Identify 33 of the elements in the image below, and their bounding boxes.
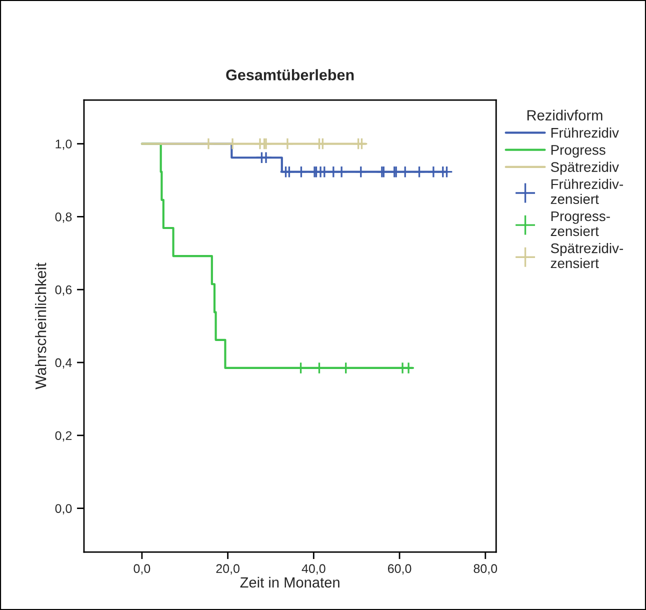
legend-label: Frührezidiv- zensiert (550, 178, 623, 204)
point (354, 166, 368, 178)
y-tick-label: 0,6 (55, 285, 72, 296)
y-axis-title: Wahrscheinlichkeit (35, 262, 46, 390)
y-tick-label: 0,2 (55, 431, 72, 442)
point (281, 138, 294, 150)
chart-title: Gesamtüberleben (226, 69, 354, 80)
point (440, 166, 453, 178)
point (202, 138, 215, 150)
point (413, 166, 426, 178)
y-tick-label: 0,8 (55, 212, 72, 223)
y-tick-label: 1,0 (56, 140, 72, 150)
x-tick-label: 80,0 (474, 564, 498, 575)
legend-title: Rezidivform (527, 110, 602, 120)
x-axis-title: Zeit in Monaten (240, 576, 340, 588)
point (282, 166, 296, 178)
point (335, 166, 348, 178)
x-tick-label: 0,0 (134, 564, 150, 575)
point (295, 166, 308, 178)
legend-label: Spätrezidiv (550, 162, 619, 175)
legend-label: Spätrezidiv- zensiert (550, 243, 624, 268)
point (398, 166, 412, 178)
x-tick-label: 40,0 (302, 564, 326, 575)
point (260, 151, 272, 164)
y-tick-label: 0,4 (55, 358, 72, 369)
point (427, 166, 440, 178)
x-tick-label: 20,0 (216, 564, 240, 575)
legend-label: Progress- zensiert (550, 211, 610, 236)
y-tick-label: 0,0 (55, 504, 72, 514)
legend-label: Frührezidiv (551, 128, 619, 138)
point (226, 138, 239, 150)
legend-label: Progress (551, 145, 606, 158)
x-tick-label: 60,0 (388, 564, 412, 575)
